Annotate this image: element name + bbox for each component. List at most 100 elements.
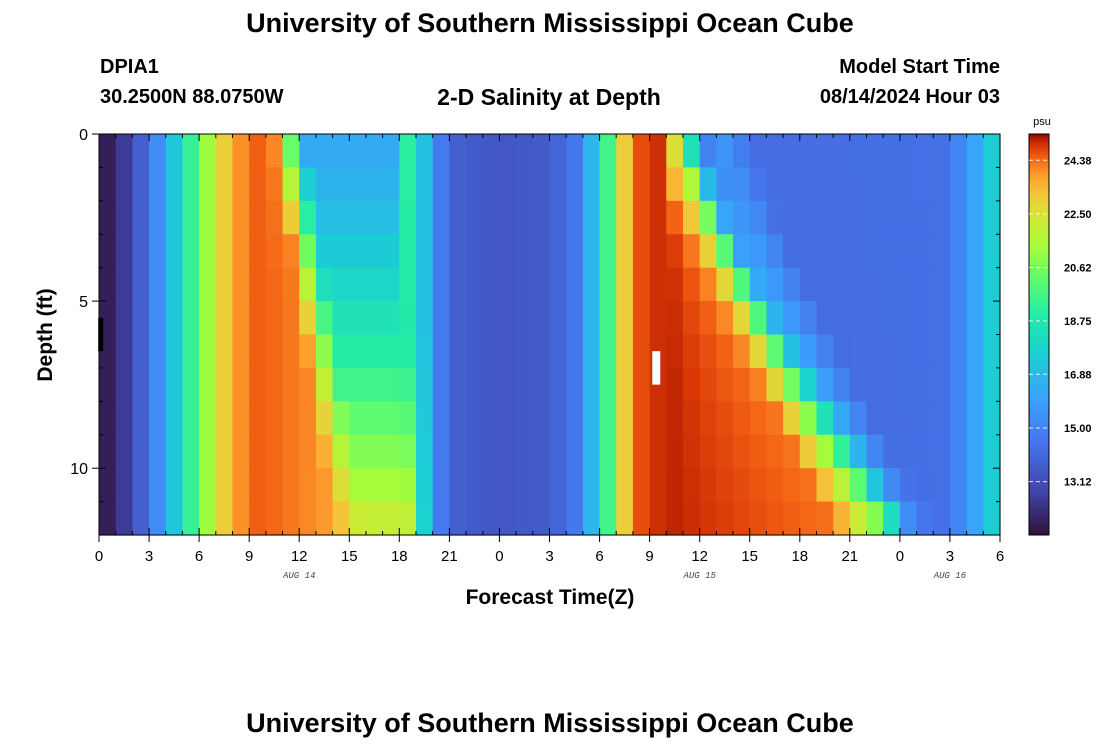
heatmap-cell (182, 200, 200, 235)
heatmap-cell (416, 367, 434, 402)
heatmap-cell (616, 501, 634, 536)
heatmap-cell (449, 234, 467, 269)
heatmap-cell (883, 468, 901, 503)
heatmap-cell (699, 468, 717, 503)
x-tick-label: 9 (245, 548, 253, 565)
heatmap-cell (966, 334, 984, 369)
heatmap-cell (115, 501, 133, 536)
heatmap-cell (199, 334, 217, 369)
heatmap-cell (332, 434, 350, 469)
heatmap-cell (332, 301, 350, 336)
heatmap-cell (332, 134, 350, 169)
heatmap-cell (566, 401, 584, 436)
heatmap-cell (616, 367, 634, 402)
heatmap-cell (265, 434, 284, 469)
heatmap-cell (315, 267, 334, 302)
heatmap-cell (649, 200, 667, 235)
heatmap-cell (399, 200, 417, 235)
heatmap-cell (716, 367, 734, 402)
heatmap-cell (983, 401, 1001, 436)
heatmap-cell (566, 468, 584, 503)
heatmap-cell (132, 134, 150, 169)
heatmap-cell (666, 334, 684, 369)
heatmap-cell (733, 468, 751, 503)
heatmap-cell (182, 334, 200, 369)
heatmap-cell (149, 401, 167, 436)
heatmap-cell (949, 267, 968, 302)
heatmap-cell (616, 334, 634, 369)
heatmap-cell (833, 301, 851, 336)
heatmap-cell (282, 200, 300, 235)
heatmap-cell (816, 200, 834, 235)
heatmap-cell (916, 468, 934, 503)
heatmap-cell (215, 167, 234, 202)
heatmap-cell (883, 200, 901, 235)
heatmap-cell (449, 301, 467, 336)
heatmap-cell (833, 267, 851, 302)
heatmap-cell (866, 501, 884, 536)
heatmap-cell (582, 367, 601, 402)
x-tick-label: 6 (195, 548, 203, 565)
heatmap-cell (916, 401, 934, 436)
heatmap-cell (566, 167, 584, 202)
heatmap-cell (916, 501, 934, 536)
heatmap-cell (165, 401, 184, 436)
heatmap-cell (582, 267, 601, 302)
heatmap-cell (983, 301, 1001, 336)
heatmap-cell (115, 167, 133, 202)
heatmap-cell (449, 267, 467, 302)
heatmap-cell (516, 401, 534, 436)
heatmap-cell (99, 134, 117, 169)
heatmap-cell (983, 267, 1001, 302)
heatmap-cell (916, 301, 934, 336)
heatmap-cell (466, 200, 484, 235)
heatmap-cell (649, 301, 667, 336)
heatmap-cell (399, 334, 417, 369)
heatmap-cell (783, 334, 801, 369)
heatmap-cell (783, 367, 801, 402)
heatmap-cell (232, 267, 250, 302)
heatmap-cell (933, 334, 951, 369)
heatmap-cell (249, 501, 267, 536)
model-start-value: 08/14/2024 Hour 03 (819, 86, 1000, 108)
heatmap-cell (482, 301, 501, 336)
heatmap-cell (249, 468, 267, 503)
heatmap-cell (899, 234, 918, 269)
heatmap-cell (299, 468, 317, 503)
heatmap-cell (983, 468, 1001, 503)
y-axis: 0 5 10 (70, 127, 1000, 536)
heatmap-cell (983, 200, 1001, 235)
heatmap-cell (899, 134, 918, 169)
heatmap-cell (582, 468, 601, 503)
heatmap-cell (416, 134, 434, 169)
heatmap-cell (516, 301, 534, 336)
heatmap-cell (866, 367, 884, 402)
heatmap-cell (766, 200, 784, 235)
heatmap-cell (482, 468, 501, 503)
heatmap-cell (966, 367, 984, 402)
heatmap-cell (749, 434, 768, 469)
heatmap-cell (599, 367, 617, 402)
heatmap-cell (99, 367, 117, 402)
heatmap-cell (182, 267, 200, 302)
heatmap-cell (866, 134, 884, 169)
heatmap-cell (582, 134, 601, 169)
heatmap-cell (399, 167, 417, 202)
heatmap-cell (299, 434, 317, 469)
heatmap-cell (616, 167, 634, 202)
heatmap-cell (182, 468, 200, 503)
heatmap-cell (899, 434, 918, 469)
heatmap-cell (966, 401, 984, 436)
heatmap-cell (899, 501, 918, 536)
heatmap-cell (566, 301, 584, 336)
heatmap-cell (849, 234, 868, 269)
heatmap-cell (516, 234, 534, 269)
heatmap-cell (299, 301, 317, 336)
heatmap-cell (399, 468, 417, 503)
heatmap-cell (532, 234, 551, 269)
heatmap-cell (549, 234, 567, 269)
heatmap-cell (749, 200, 768, 235)
heatmap-cell (682, 134, 701, 169)
heatmap-cell (916, 334, 934, 369)
